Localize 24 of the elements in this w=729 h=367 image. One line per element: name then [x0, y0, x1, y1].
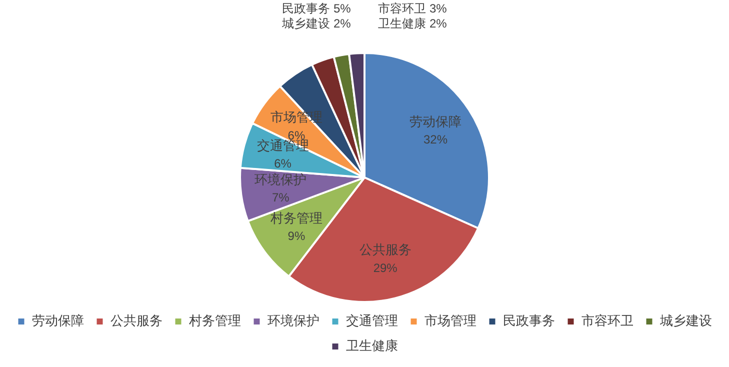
legend-label: 市容环卫: [581, 313, 634, 328]
data-label: 32%: [424, 132, 448, 147]
slice-label: 劳动保障: [410, 114, 462, 130]
slice-label: 村务管理: [269, 210, 322, 226]
category-label: 市容环卫 3%: [378, 1, 447, 16]
slice-label: 环境保护: [254, 172, 307, 187]
legend-label: 公共服务: [110, 313, 162, 328]
category-label: 城乡建设 2%: [282, 16, 351, 30]
category-label: 民政事务 5%: [282, 1, 351, 16]
legend-label: 市场管理: [424, 313, 476, 328]
data-label: 9%: [288, 229, 306, 244]
legend-label: 环境保护: [267, 313, 320, 328]
data-label: 29%: [373, 260, 398, 275]
legend-label: 村务管理: [188, 313, 241, 328]
legend-label: 城乡建设: [658, 313, 712, 328]
category-label: 卫生健康 2%: [378, 16, 447, 30]
legend-label: 卫生健康: [346, 338, 398, 354]
legend-label: 交通管理: [346, 313, 398, 328]
legend-label: 民政事务: [502, 313, 555, 328]
slice-label: 市场管理: [270, 110, 322, 125]
data-label: 6%: [274, 156, 292, 171]
legend-label: 劳动保障: [32, 313, 84, 328]
data-label: 7%: [272, 190, 290, 205]
slice-label: 公共服务: [359, 242, 412, 258]
